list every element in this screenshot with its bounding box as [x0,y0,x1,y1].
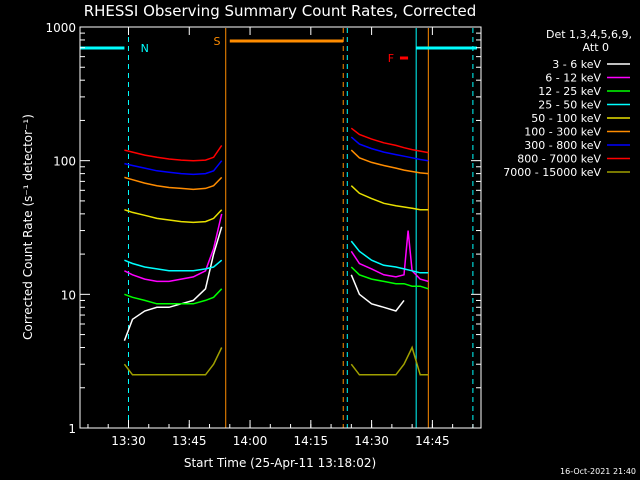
y-tick-label-3: 1000 [45,21,76,35]
legend-label-1: 6 - 12 keV [545,72,601,85]
legend-label-0: 3 - 6 keV [552,58,601,71]
series-line-1-segment-0 [124,213,223,283]
footer-date: 16-Oct-2021 21:40 [560,467,636,476]
x-tick-label-3: 14:15 [294,434,329,448]
x-tick-label-4: 14:30 [354,434,389,448]
x-tick-label-5: 14:45 [415,434,450,448]
series-line-8-segment-1 [350,345,429,376]
y-axis-label: Corrected Count Rate (s⁻¹ detector⁻¹) [21,114,35,340]
series-line-1-segment-1 [350,230,429,283]
observing-bands: N S F [79,28,477,428]
y-tick-label-0: 1 [68,422,76,436]
legend-label-3: 25 - 50 keV [538,99,601,112]
series-line-7-segment-0 [124,144,223,162]
x-tick-label-2: 14:00 [233,434,268,448]
series-line-8-segment-0 [123,347,223,376]
data-series [123,127,429,376]
x-axis-ticks: 13:30 13:45 14:00 14:15 14:30 14:45 [87,27,474,448]
series-line-2-segment-1 [350,266,429,290]
x-tick-label-1: 13:45 [172,434,207,448]
series-line-4-segment-0 [124,208,223,224]
x-tick-label-0: 13:30 [111,434,146,448]
legend-label-6: 300 - 800 keV [524,139,601,152]
legend-label-4: 50 - 100 keV [531,112,601,125]
series-line-3-segment-0 [124,259,223,272]
series-line-0-segment-1 [350,274,405,312]
series-line-0-segment-0 [123,226,223,341]
x-axis-label: Start Time (25-Apr-11 13:18:02) [184,456,376,470]
y-axis-ticks: 1 10 100 1000 [45,21,481,436]
chart-title: RHESSI Observing Summary Count Rates, Co… [84,2,477,20]
y-tick-label-1: 10 [61,288,76,302]
series-line-5-segment-0 [124,176,223,191]
legend-header-line-1: Det 1,3,4,5,6,9, [546,28,632,41]
legend-label-7: 800 - 7000 keV [517,153,601,166]
legend-label-5: 100 - 300 keV [524,126,601,139]
annotation-s: S [214,35,221,48]
series-line-6-segment-0 [124,160,223,176]
series-line-7-segment-1 [350,127,429,154]
plot-frame [79,26,482,429]
annotation-f: F [388,52,394,65]
y-tick-label-2: 100 [53,155,76,169]
legend-label-2: 12 - 25 keV [538,85,601,98]
series-line-5-segment-1 [350,149,429,175]
series-line-4-segment-1 [350,185,429,211]
series-line-6-segment-1 [350,136,429,162]
series-line-2-segment-0 [124,288,223,305]
legend-label-8: 7000 - 15000 keV [503,166,601,179]
annotation-n: N [141,42,149,55]
legend-header-line-2: Att 0 [583,41,609,54]
series-line-3-segment-1 [350,240,429,274]
